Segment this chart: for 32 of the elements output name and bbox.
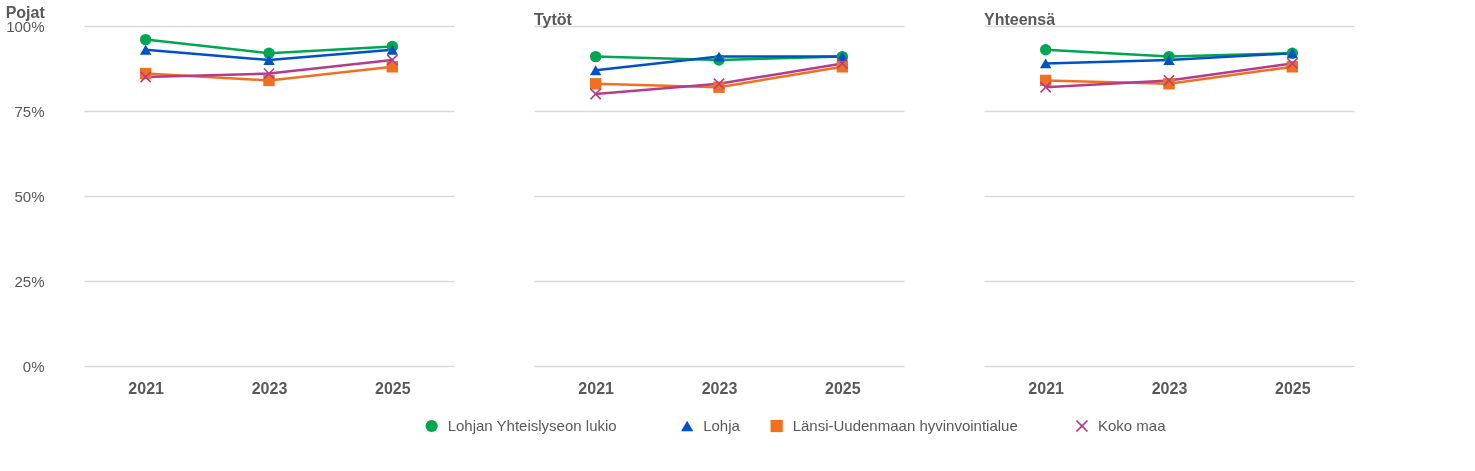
point bbox=[1163, 55, 1175, 65]
x-tick-label: 2021 bbox=[578, 379, 615, 397]
point bbox=[263, 55, 275, 65]
x-tick-label: 2023 bbox=[701, 379, 738, 397]
point bbox=[1039, 58, 1052, 69]
legend-label: Lohja bbox=[703, 417, 741, 434]
legend-label: Lohjan Yhteislyseon lukio bbox=[447, 417, 617, 434]
legend-label: Länsi-Uudenmaan hyvinvointialue bbox=[792, 417, 1018, 434]
chart-title: Yhteensä bbox=[984, 11, 1056, 28]
point bbox=[139, 44, 152, 55]
point bbox=[713, 51, 725, 62]
y-tick-label: 0% bbox=[22, 357, 45, 375]
x-tick-label: 2023 bbox=[251, 379, 288, 397]
x-tick-label: 2025 bbox=[375, 379, 411, 397]
x-tick-label: 2025 bbox=[825, 379, 861, 397]
point bbox=[1286, 57, 1299, 70]
point bbox=[139, 33, 152, 46]
point bbox=[589, 65, 602, 76]
point bbox=[589, 50, 602, 63]
y-tick-label: 75% bbox=[14, 102, 45, 120]
point bbox=[1039, 44, 1052, 56]
x-tick-label: 2021 bbox=[128, 379, 165, 397]
x-tick-label: 2021 bbox=[1028, 379, 1065, 397]
point bbox=[589, 78, 602, 90]
y-tick-label: 50% bbox=[14, 187, 45, 205]
point bbox=[386, 44, 399, 55]
legend-label: Koko maa bbox=[1097, 417, 1167, 434]
point bbox=[836, 57, 849, 70]
x-tick-label: 2023 bbox=[1151, 379, 1188, 397]
y-tick-label: 25% bbox=[14, 272, 45, 290]
chart-title: Tytöt bbox=[534, 11, 573, 28]
x-tick-label: 2025 bbox=[1275, 379, 1311, 397]
